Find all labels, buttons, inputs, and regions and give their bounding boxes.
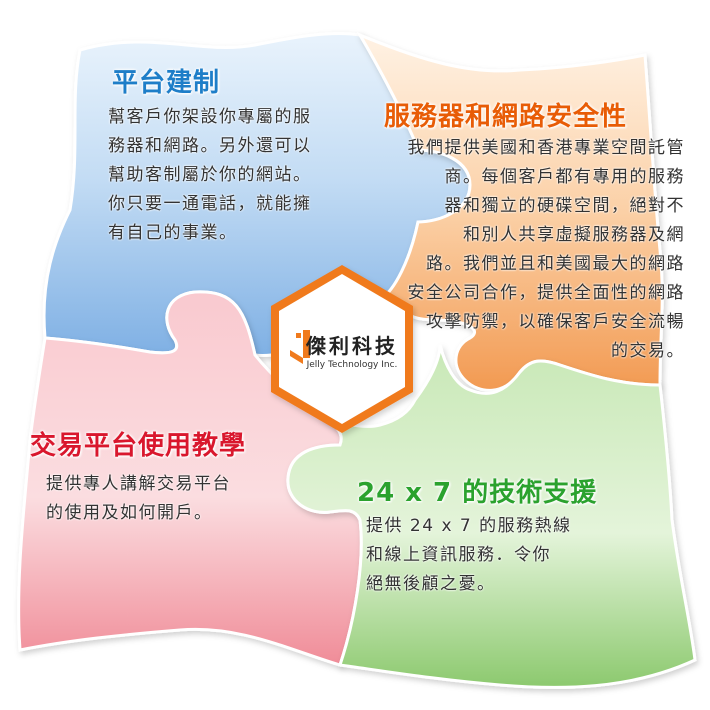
body-server-security: 我們提供美國和香港專業空間託管 商。每個客戶都有專用的服務 器和獨立的硬碟空間，…	[407, 138, 685, 361]
logo-hexagon-face	[279, 274, 405, 424]
title-platform-setup: 平台建制	[112, 68, 221, 98]
puzzle-piece-bottom-right	[286, 344, 697, 689]
logo: 傑利科技 Jelly Technology Inc.	[273, 330, 413, 370]
j-mark-icon	[290, 330, 310, 364]
title-tech-support: 24 x 7 的技術支援	[357, 478, 598, 508]
logo-name-cn: 傑利科技	[306, 334, 398, 358]
body-platform-setup: 幫客戶你架設你專屬的服 務器和網路。另外還可以 幫助客制屬於你的網站。 你只要一…	[108, 107, 312, 243]
logo-name-en: Jelly Technology Inc.	[306, 360, 398, 370]
title-server-security: 服務器和網路安全性	[384, 102, 628, 132]
puzzle-piece-top-right	[356, 31, 664, 392]
title-trading-tutorial: 交易平台使用教學	[30, 431, 247, 461]
body-trading-tutorial: 提供專人講解交易平台 的使用及如何開戶。	[46, 474, 231, 523]
body-tech-support: 提供 24 x 7 的服務熱線 和線上資訊服務．令你 絕無後顧之憂。	[366, 516, 572, 594]
